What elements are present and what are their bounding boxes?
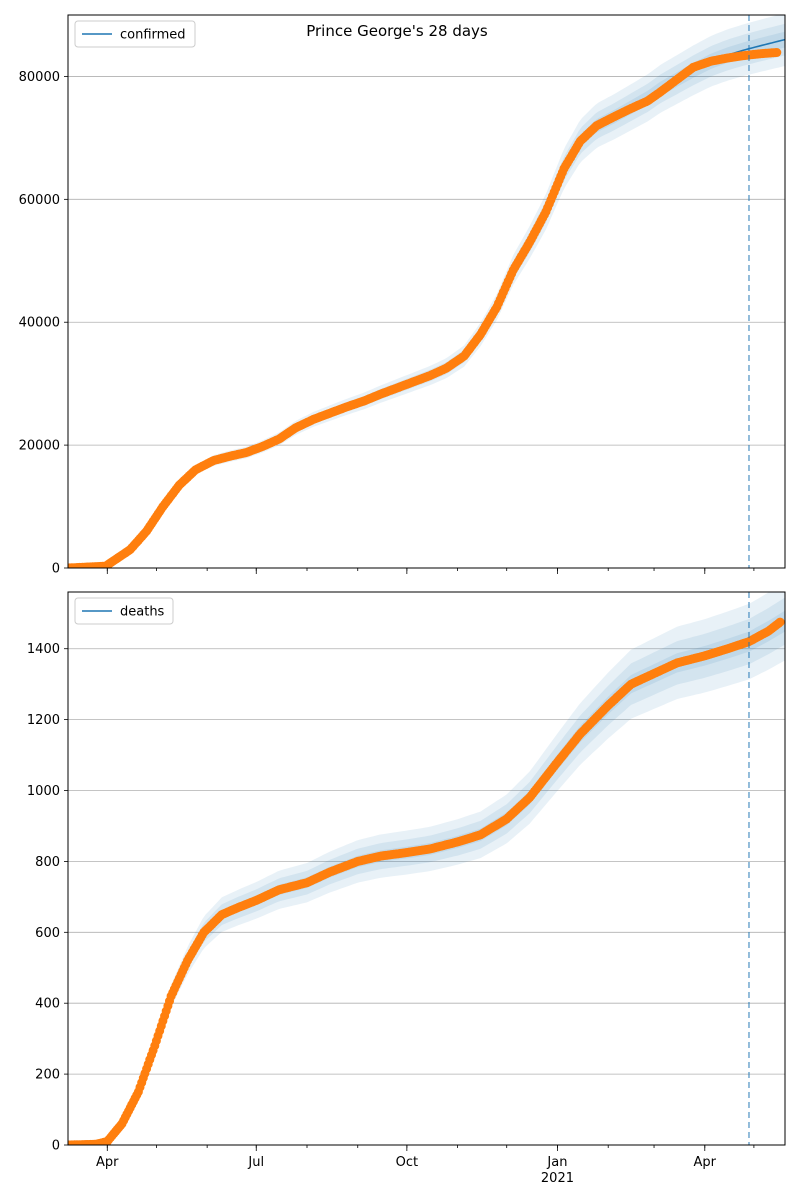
uncertainty-band: [68, 15, 785, 568]
x-tick-label: Jan: [546, 1155, 567, 1170]
uncertainty-band: [68, 592, 785, 1145]
model-line: [68, 620, 785, 1145]
legend-box: [74, 20, 196, 48]
observed-point: [772, 48, 782, 57]
y-tick-label: 40000: [19, 316, 60, 331]
plot-area: [68, 592, 785, 1145]
y-tick-label: 1400: [27, 642, 60, 657]
y-tick-label: 400: [35, 997, 60, 1012]
observed-point: [775, 617, 785, 627]
confirmed-panel: 0 20000 40000 60000 80000 confirmed: [19, 14, 786, 577]
axes-frame: [67, 14, 786, 569]
chart-title: Prince George's 28 days: [306, 22, 488, 40]
y-tick-label: 20000: [19, 439, 60, 454]
y-tick-label: 0: [52, 562, 60, 577]
x-tick-label: Apr: [694, 1155, 717, 1170]
deaths-panel: 0 200 400 600 800 1000 1200 1400 Apr Jul Oct Jan Apr…: [27, 591, 786, 1186]
legend: confirmed: [74, 20, 196, 48]
y-tick-label: 60000: [19, 193, 60, 208]
y-tick-label: 600: [35, 926, 60, 941]
legend-box: [74, 597, 174, 625]
y-tick-label: 800: [35, 855, 60, 870]
legend-label: confirmed: [120, 28, 186, 43]
axes-frame: [67, 591, 786, 1146]
y-tick-label: 200: [35, 1068, 60, 1083]
y-tick-label: 1000: [27, 784, 60, 799]
y-tick-label: 80000: [19, 70, 60, 85]
x-tick-label: Oct: [396, 1155, 418, 1170]
y-tick-label: 1200: [27, 713, 60, 728]
y-tick-label: 0: [52, 1139, 60, 1154]
plot-area: [68, 15, 785, 568]
legend: deaths: [74, 597, 174, 625]
x-tick-label: Apr: [96, 1155, 119, 1170]
x-tick-label: Jul: [247, 1155, 264, 1170]
x-year-label: 2021: [541, 1171, 574, 1186]
legend-label: deaths: [120, 605, 165, 620]
